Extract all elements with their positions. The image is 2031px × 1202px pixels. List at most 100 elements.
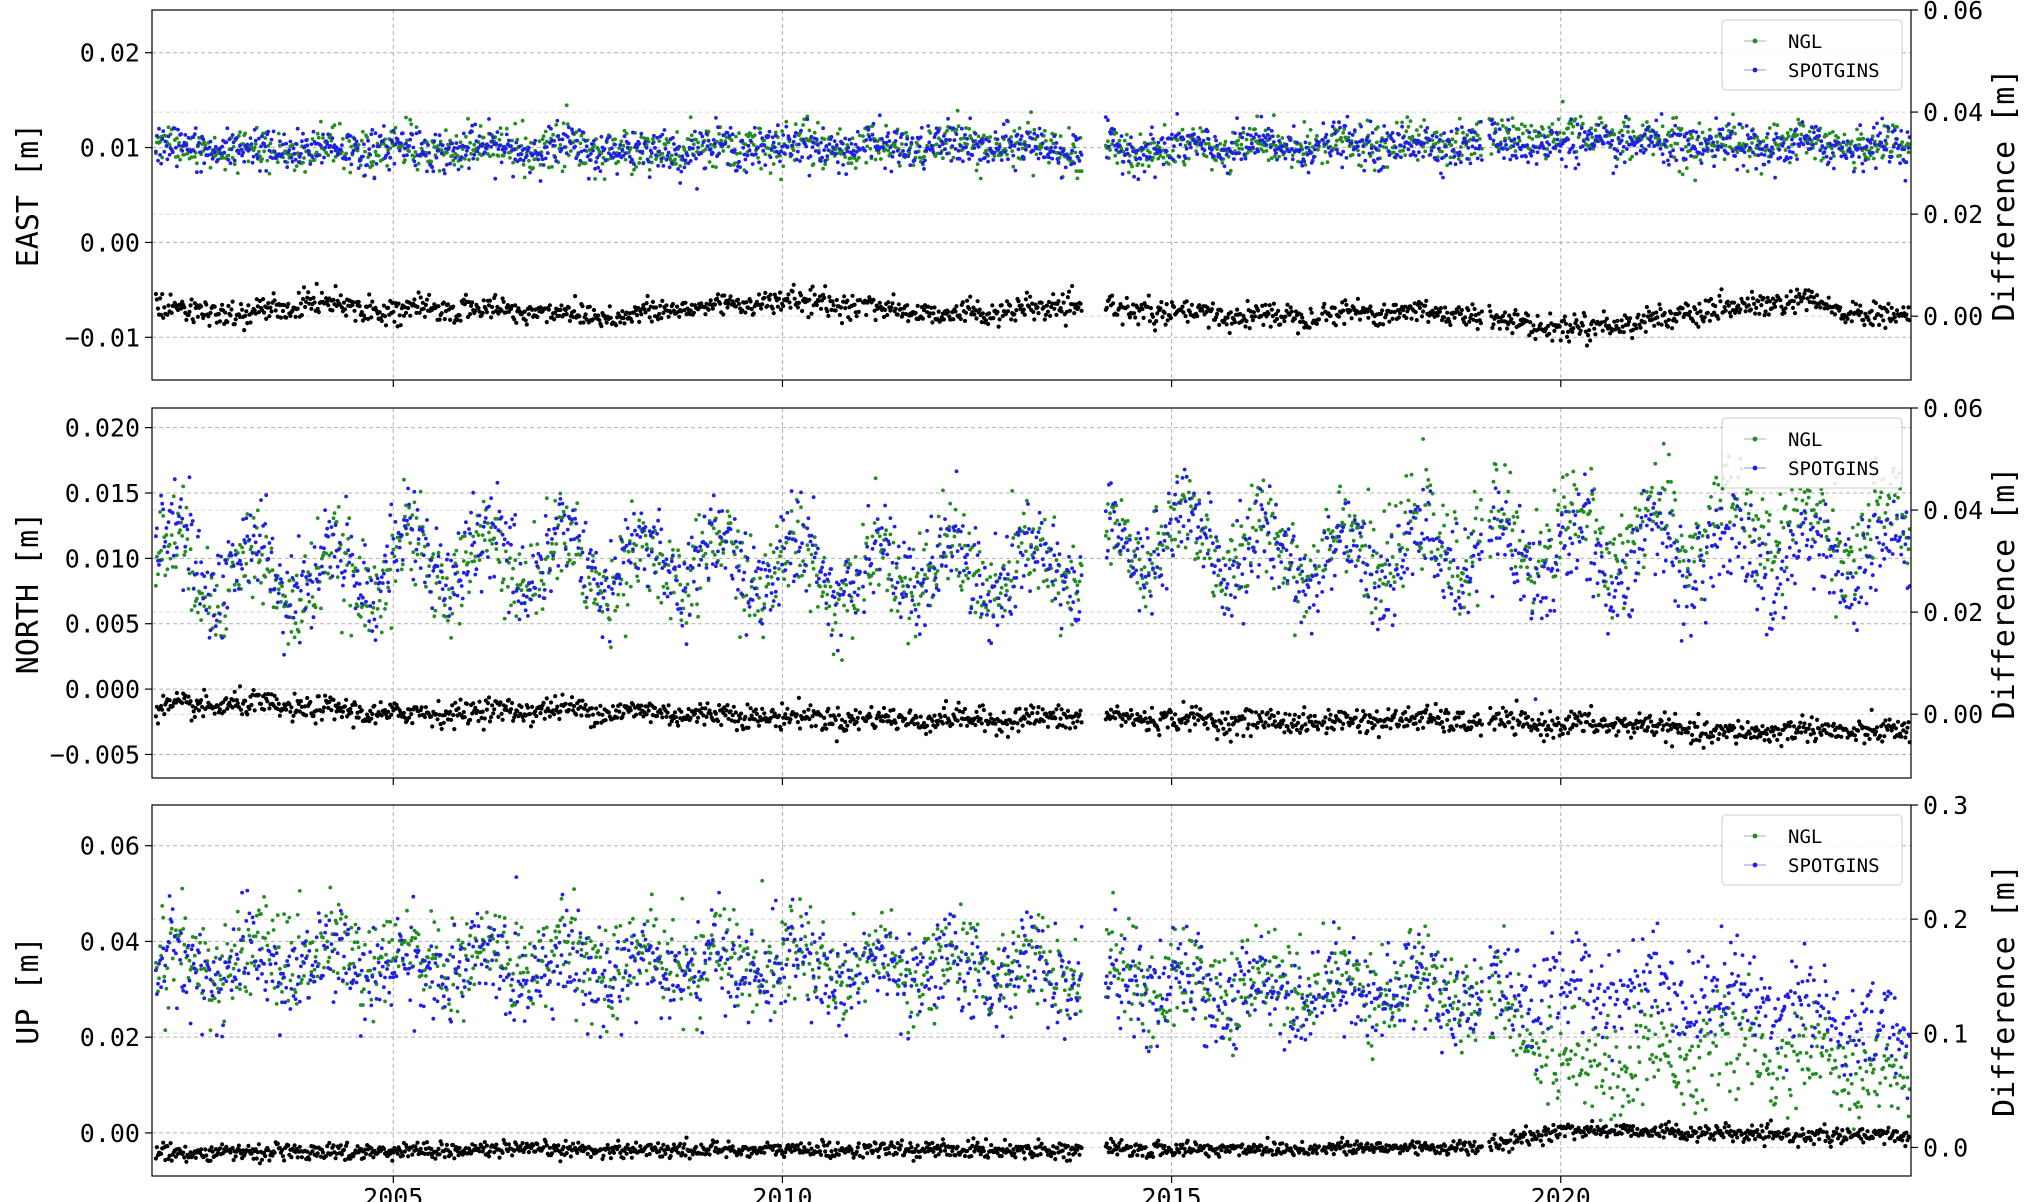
data-point: [1822, 150, 1827, 154]
data-point: [466, 116, 470, 121]
data-point: [1829, 146, 1834, 151]
data-point: [1639, 144, 1644, 148]
data-point: [1023, 297, 1028, 302]
data-point: [827, 294, 832, 300]
data-point: [166, 125, 171, 130]
data-point: [986, 159, 990, 164]
data-point: [1536, 130, 1541, 135]
data-point: [412, 159, 417, 164]
data-point: [156, 572, 160, 577]
data-point: [1492, 121, 1497, 125]
data-point: [1431, 145, 1436, 149]
data-point: [1621, 144, 1626, 149]
data-point: [473, 308, 478, 313]
data-point: [990, 303, 995, 308]
data-point: [1696, 134, 1701, 139]
data-point: [386, 151, 390, 156]
data-point: [310, 137, 315, 141]
data-point: [826, 148, 831, 153]
data-point: [370, 299, 375, 304]
data-point: [1784, 294, 1789, 299]
data-point: [929, 143, 934, 148]
data-point: [910, 136, 915, 141]
data-point: [1148, 306, 1153, 311]
data-point: [1232, 320, 1238, 325]
data-point: [245, 142, 250, 147]
data-point: [1786, 145, 1791, 150]
data-point: [184, 317, 189, 322]
data-point: [1425, 126, 1430, 130]
data-point: [703, 312, 708, 317]
data-point: [613, 142, 617, 147]
data-point: [414, 125, 419, 129]
data-point: [1807, 129, 1812, 134]
data-point: [1312, 147, 1317, 152]
data-point: [788, 305, 793, 310]
data-point: [1883, 138, 1888, 143]
data-point: [232, 322, 237, 327]
data-point: [1436, 146, 1441, 151]
data-point: [578, 159, 583, 163]
data-point: [558, 143, 563, 147]
data-point: [1044, 303, 1049, 308]
data-point: [1766, 312, 1771, 317]
data-point: [459, 164, 464, 169]
data-point: [1009, 135, 1014, 139]
data-point: [920, 125, 924, 130]
data-point: [332, 123, 337, 128]
data-point: [1836, 135, 1840, 140]
data-point: [1889, 149, 1894, 154]
data-point: [954, 132, 959, 137]
data-point: [207, 145, 212, 150]
data-point: [1367, 151, 1372, 156]
data-point: [1747, 145, 1752, 150]
data-point: [272, 149, 277, 154]
data-point: [1058, 134, 1063, 139]
data-point: [559, 303, 564, 308]
data-point: [522, 309, 527, 314]
data-point: [1359, 164, 1363, 168]
data-point: [1772, 137, 1776, 142]
data-point: [469, 151, 473, 156]
data-point: [1516, 127, 1521, 132]
data-point: [1145, 142, 1150, 147]
data-point: [368, 152, 373, 157]
data-point: [347, 139, 352, 143]
data-point: [1343, 298, 1348, 303]
data-point: [336, 151, 341, 156]
data-point: [1307, 325, 1312, 330]
data-point: [1502, 156, 1506, 161]
data-point: [1716, 144, 1721, 149]
data-point: [177, 140, 181, 145]
data-point: [380, 139, 385, 143]
data-point: [805, 117, 810, 122]
data-point: [1238, 132, 1243, 136]
data-point: [444, 128, 448, 133]
data-point: [1187, 142, 1192, 147]
data-point: [966, 150, 970, 155]
data-point: [735, 297, 741, 302]
data-point: [319, 143, 323, 148]
data-point: [780, 129, 784, 134]
data-point: [1749, 136, 1753, 140]
data-point: [1491, 138, 1496, 143]
data-point: [1120, 172, 1125, 176]
data-point: [1397, 132, 1401, 137]
data-point: [155, 554, 159, 559]
data-point: [1508, 157, 1513, 162]
data-point: [1110, 142, 1114, 147]
data-point: [1439, 133, 1443, 137]
data-point: [1050, 156, 1055, 161]
data-point: [784, 119, 789, 124]
data-point: [748, 132, 753, 137]
data-point: [226, 158, 231, 162]
data-point: [221, 155, 226, 160]
data-point: [904, 142, 908, 147]
data-point: [1906, 305, 1911, 310]
data-point: [1148, 155, 1152, 159]
data-point: [1472, 306, 1477, 312]
data-point: [833, 152, 838, 156]
data-point: [524, 322, 529, 327]
data-point: [1068, 156, 1072, 161]
data-point: [1859, 132, 1864, 136]
